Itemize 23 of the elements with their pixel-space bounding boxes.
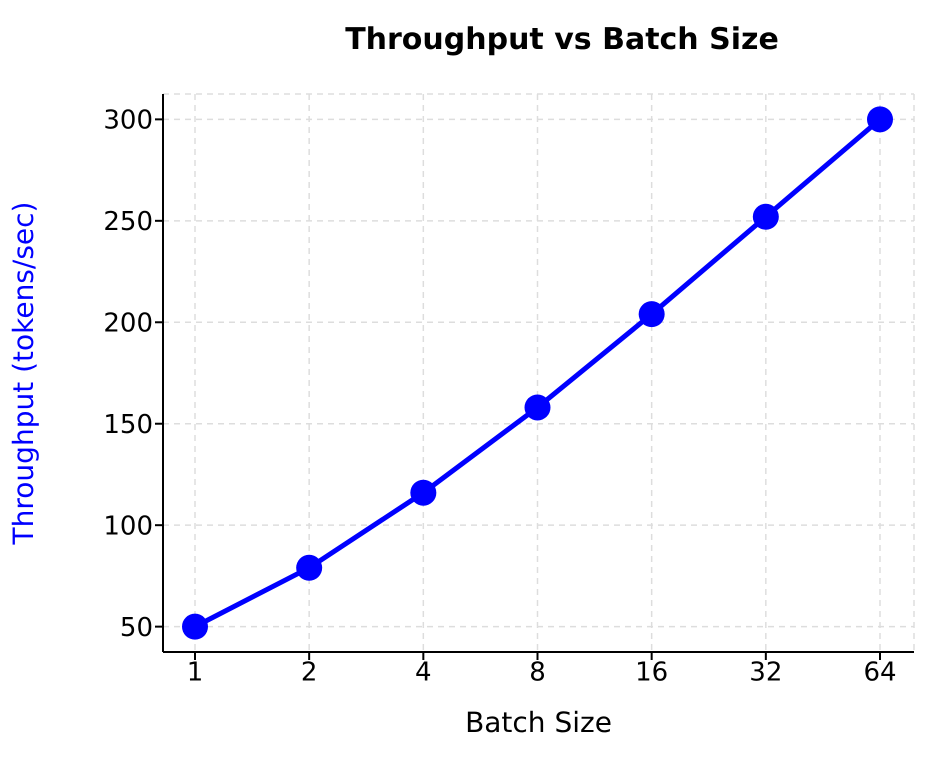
x-axis-title: Batch Size — [465, 706, 612, 739]
x-tick-label: 8 — [529, 657, 546, 688]
point — [867, 106, 893, 132]
point — [524, 394, 550, 420]
y-tick-label: 250 — [103, 207, 153, 238]
x-tick-label: 32 — [749, 657, 782, 688]
y-tick-label: 300 — [103, 106, 153, 136]
point — [410, 480, 436, 506]
y-axis-title: Throughput (tokens/sec) — [6, 202, 40, 546]
y-tick-label: 200 — [103, 308, 153, 339]
x-tick-label: 16 — [635, 657, 668, 688]
x-tick-label: 1 — [186, 657, 204, 688]
y-tick-label: 100 — [103, 511, 153, 542]
point — [296, 554, 322, 581]
point — [752, 204, 779, 230]
point — [182, 614, 208, 640]
x-tick-label: 2 — [300, 657, 318, 688]
chart-title: Throughput vs Batch Size — [344, 22, 780, 59]
y-tick-label: 50 — [120, 612, 153, 643]
y-tick-label: 150 — [103, 410, 153, 440]
point — [638, 301, 665, 328]
x-tick-label: 64 — [863, 657, 897, 688]
x-tick-label: 4 — [415, 657, 432, 688]
